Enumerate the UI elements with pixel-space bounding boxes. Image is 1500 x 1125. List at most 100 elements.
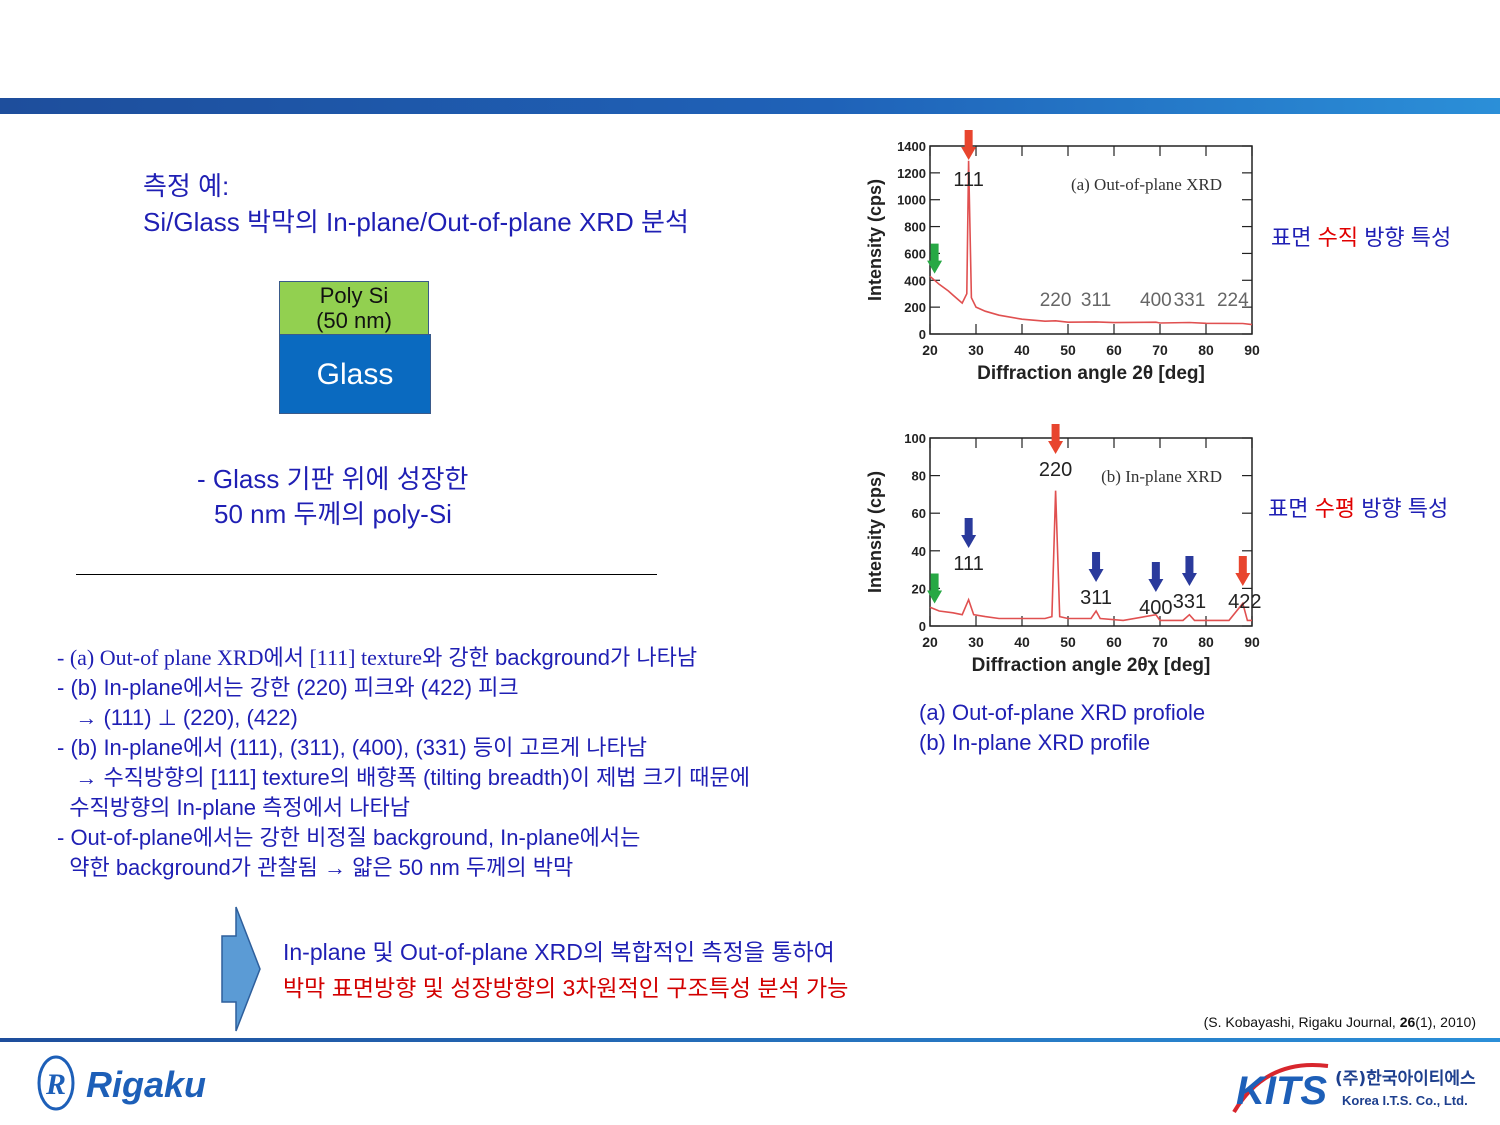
note-3: → (111) ⊥ (220), (422) [57,705,298,730]
y-tick-label: 40 [912,544,926,559]
peak-label-224: 224 [1217,290,1249,311]
peak-arrow-icon [1235,556,1251,586]
svg-text:R: R [45,1068,66,1101]
side-bottom-prefix: 표면 [1268,496,1315,521]
y-tick-label: 800 [904,220,926,235]
divider [76,574,657,575]
y-tick-label: 1000 [897,193,926,208]
conclusion-line2: 박막 표면방향 및 성장방향의 3차원적인 구조특성 분석 가능 [283,975,849,1001]
chart-title: (b) In-plane XRD [1101,467,1222,486]
x-axis-label: Diffraction angle 2θ [deg] [977,363,1205,384]
peak-label-111: 111 [953,553,983,575]
note-1-suffix: 와 강한 background가 나타남 [422,645,698,670]
peak-arrow-icon [961,130,977,160]
side-top-suffix: 방향 특성 [1358,225,1452,250]
desc-line1: - Glass 기판 위에 성장한 [197,464,469,494]
x-tick-label: 20 [922,342,938,358]
rigaku-logo: R Rigaku [37,1055,206,1111]
poly-si-label: Poly Si [319,283,389,308]
poly-si-thickness: (50 nm) [316,308,392,333]
peak-label-400: 400 [1140,290,1172,311]
y-tick-label: 600 [904,246,926,261]
x-tick-label: 50 [1060,342,1076,358]
x-axis-label: Diffraction angle 2θχ [deg] [972,655,1211,676]
caption-line2: (b) In-plane XRD profile [919,730,1151,755]
note-7: - Out-of-plane에서는 강한 비정질 background, In-… [57,825,641,850]
peak-arrow-icon [1088,552,1104,582]
caption-line1: (a) Out-of-plane XRD profiole [919,700,1206,725]
reference: (S. Kobayashi, Rigaku Journal, 26(1), 20… [1204,1014,1476,1030]
y-tick-label: 80 [912,469,926,484]
conclusion: In-plane 및 Out-of-plane XRD의 복합적인 측정을 통하… [283,934,848,1006]
y-tick-label: 100 [904,431,926,446]
ref-prefix: (S. Kobayashi, Rigaku Journal, [1203,1014,1400,1030]
peak-arrow-icon [1048,424,1064,454]
glass-layer: Glass [279,334,431,414]
desc-line2: 50 nm 두께의 poly-Si [214,499,452,529]
peak-arrow-icon [961,518,977,548]
x-tick-label: 50 [1060,634,1076,650]
note-4: - (b) In-plane에서 (111), (311), (400), (3… [57,735,648,760]
x-tick-label: 60 [1106,634,1122,650]
rigaku-emblem-icon [37,1055,75,1111]
y-tick-label: 1200 [897,166,926,181]
title-line1: 측정 예: [143,171,230,201]
y-tick-label: 60 [912,506,926,521]
poly-si-layer: Poly Si (50 nm) [279,281,429,334]
y-tick-label: 0 [919,619,926,634]
x-tick-label: 70 [1152,634,1168,650]
note-2: - (b) In-plane에서는 강한 (220) 피크와 (422) 피크 [57,675,519,700]
title-line2: Si/Glass 박막의 In-plane/Out-of-plane XRD 분… [143,207,689,237]
data-line [929,160,1253,326]
y-tick-label: 200 [904,300,926,315]
plot-frame [929,145,1253,335]
x-tick-label: 90 [1244,634,1260,650]
peak-label-422: 422 [1228,591,1261,613]
chart-title: (a) Out-of-plane XRD [1071,175,1222,194]
kits-swoosh-icon [1232,1063,1329,1114]
peak-label-220: 220 [1040,290,1072,311]
plot-frame [929,437,1253,627]
kits-korean-name: (주)한국아이티에스 [1335,1069,1476,1089]
in-plane-xrd-chart: 20 30 40 50 60 70 80 90020406080100Diffraction … [865,424,1261,676]
x-tick-label: 30 [968,634,984,650]
x-tick-label: 60 [1106,342,1122,358]
peak-label-111: 111 [953,169,983,191]
peak-label-220: 220 [1039,459,1072,481]
side-top-prefix: 표면 [1271,225,1318,250]
y-tick-label: 20 [912,581,926,596]
peak-label-331: 331 [1173,591,1206,613]
y-tick-label: 1400 [897,139,926,154]
figure-caption: (a) Out-of-plane XRD profiole (b) In-pla… [919,698,1205,758]
note-5: → 수직방향의 [111] texture의 배향폭 (tilting brea… [57,765,750,790]
out-of-plane-xrd-chart: 20 30 40 50 60 70 80 90 0 200 400 600 800 1000 1200 140… [865,130,1260,384]
header-bar [0,98,1500,114]
x-tick-label: 20 [922,634,938,650]
side-bottom-suffix: 방향 특성 [1355,496,1449,521]
side-label-horizontal: 표면 수평 방향 특성 [1268,491,1448,523]
data-line [929,490,1252,622]
ref-suffix: (1), 2010) [1415,1014,1476,1030]
conclusion-line1: In-plane 및 Out-of-plane XRD의 복합적인 측정을 통하… [283,939,835,965]
note-6: 수직방향의 In-plane 측정에서 나타남 [57,795,410,820]
note-1: - (a) Out-of plane XRD에서 [111] texture와 … [57,643,750,673]
peak-arrow-icon [1148,562,1164,592]
background-arrow-icon [927,573,943,604]
footer-bar [0,1038,1500,1042]
x-tick-label: 90 [1244,342,1260,358]
peak-label-311: 311 [1080,587,1112,609]
x-tick-label: 80 [1198,634,1214,650]
kits-logo: KITS (주)한국아이티에스 Korea I.T.S. Co., Ltd. [1232,1063,1476,1114]
note-8: 약한 background가 관찰됨 → 얇은 50 nm 두께의 박막 [57,855,574,880]
kits-english-name: Korea I.T.S. Co., Ltd. [1342,1093,1468,1108]
y-axis-label: Intensity (cps) [865,179,885,301]
x-tick-label: 30 [968,342,984,358]
kits-wordmark: KITS [1236,1069,1327,1113]
y-axis-label: Intensity (cps) [865,471,885,593]
peak-label-331: 331 [1174,290,1206,311]
x-tick-label: 70 [1152,342,1168,358]
glass-label: Glass [316,358,394,391]
ref-volume: 26 [1399,1014,1416,1030]
analysis-notes: - (a) Out-of plane XRD에서 [111] texture와 … [57,643,750,883]
y-tick-label: 400 [904,273,926,288]
